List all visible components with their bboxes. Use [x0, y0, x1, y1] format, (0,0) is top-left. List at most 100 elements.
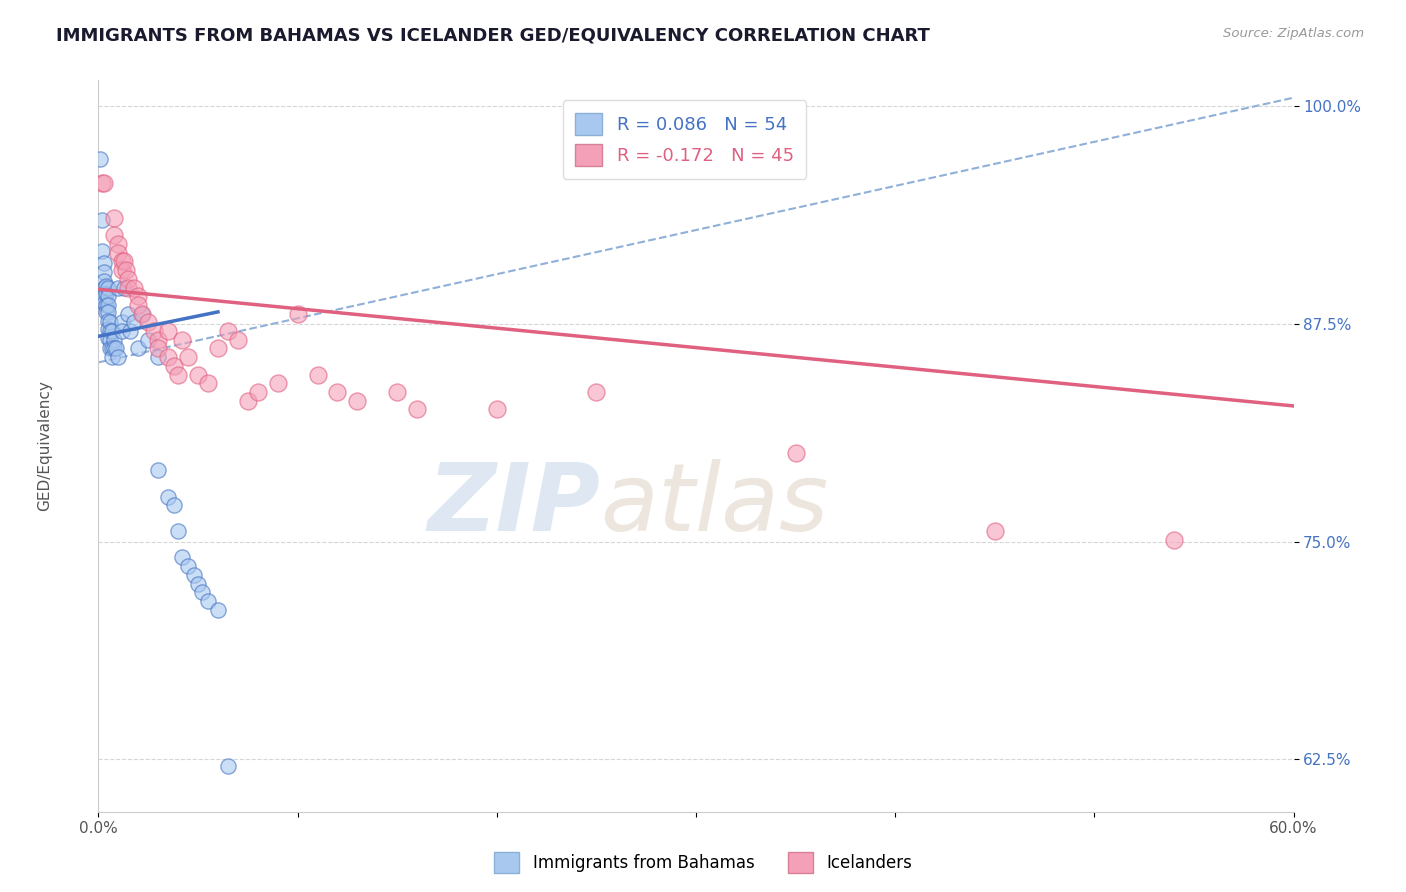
Point	[117, 272, 139, 286]
Point	[93, 256, 115, 270]
Point	[236, 393, 259, 408]
Point	[163, 498, 186, 512]
Point	[105, 342, 128, 356]
Point	[197, 594, 219, 608]
Point	[103, 333, 125, 347]
Point	[120, 324, 142, 338]
Point	[136, 315, 159, 329]
Point	[167, 524, 190, 539]
Point	[217, 759, 239, 773]
Point	[107, 350, 129, 364]
Point	[172, 550, 194, 565]
Point	[127, 298, 149, 312]
Point	[98, 324, 122, 338]
Point	[93, 296, 115, 310]
Point	[167, 368, 190, 382]
Point	[136, 333, 159, 347]
Point	[127, 289, 149, 303]
Point	[91, 212, 114, 227]
Point	[163, 359, 186, 373]
Point	[96, 298, 118, 312]
Point	[207, 342, 229, 356]
Point	[287, 307, 309, 321]
Point	[91, 244, 114, 258]
Point	[103, 342, 125, 356]
Point	[124, 315, 146, 329]
Point	[187, 576, 209, 591]
Point	[191, 585, 214, 599]
Point	[177, 559, 200, 574]
Point	[127, 342, 149, 356]
Point	[96, 278, 118, 293]
Point	[98, 333, 122, 347]
Point	[98, 342, 122, 356]
Point	[385, 384, 409, 399]
Text: ZIP: ZIP	[427, 458, 600, 550]
Point	[197, 376, 219, 391]
Point	[98, 315, 122, 329]
Point	[187, 368, 209, 382]
Point	[103, 211, 125, 225]
Point	[117, 280, 139, 294]
Point	[93, 280, 115, 294]
Point	[217, 324, 239, 338]
Point	[785, 446, 807, 460]
Point	[111, 315, 134, 329]
Point	[485, 402, 508, 417]
Point	[97, 289, 120, 303]
Point	[101, 350, 124, 364]
Point	[111, 263, 134, 277]
Point	[124, 280, 146, 294]
Point	[157, 350, 180, 364]
Point	[97, 280, 120, 294]
Point	[93, 176, 115, 190]
Point	[585, 384, 607, 399]
Legend: Immigrants from Bahamas, Icelanders: Immigrants from Bahamas, Icelanders	[488, 846, 918, 880]
Point	[117, 307, 139, 321]
Point	[111, 254, 134, 268]
Point	[131, 307, 153, 321]
Point	[107, 280, 129, 294]
Point	[406, 402, 429, 417]
Point	[1163, 533, 1185, 547]
Point	[93, 265, 115, 279]
Point	[115, 263, 138, 277]
Point	[177, 350, 200, 364]
Point	[112, 280, 135, 294]
Point	[157, 324, 180, 338]
Point	[148, 342, 170, 356]
Point	[267, 376, 290, 391]
Text: Source: ZipAtlas.com: Source: ZipAtlas.com	[1223, 27, 1364, 40]
Point	[97, 322, 120, 336]
Point	[103, 228, 125, 243]
Point	[107, 237, 129, 252]
Legend: R = 0.086   N = 54, R = -0.172   N = 45: R = 0.086 N = 54, R = -0.172 N = 45	[562, 100, 807, 178]
Point	[143, 324, 166, 338]
Point	[346, 393, 368, 408]
Point	[96, 305, 118, 319]
Point	[101, 324, 124, 338]
Point	[97, 331, 120, 345]
Point	[148, 333, 170, 347]
Point	[131, 307, 153, 321]
Point	[93, 274, 115, 288]
Point	[246, 384, 269, 399]
Point	[112, 254, 135, 268]
Point	[107, 245, 129, 260]
Text: GED/Equivalency: GED/Equivalency	[37, 381, 52, 511]
Point	[183, 567, 205, 582]
Text: atlas: atlas	[600, 459, 828, 550]
Text: IMMIGRANTS FROM BAHAMAS VS ICELANDER GED/EQUIVALENCY CORRELATION CHART: IMMIGRANTS FROM BAHAMAS VS ICELANDER GED…	[56, 27, 931, 45]
Point	[984, 524, 1007, 539]
Point	[326, 384, 349, 399]
Point	[157, 490, 180, 504]
Point	[111, 324, 134, 338]
Point	[148, 350, 170, 364]
Point	[226, 333, 249, 347]
Point	[93, 289, 115, 303]
Point	[89, 152, 111, 166]
Point	[97, 313, 120, 327]
Point	[207, 603, 229, 617]
Point	[148, 463, 170, 477]
Point	[172, 333, 194, 347]
